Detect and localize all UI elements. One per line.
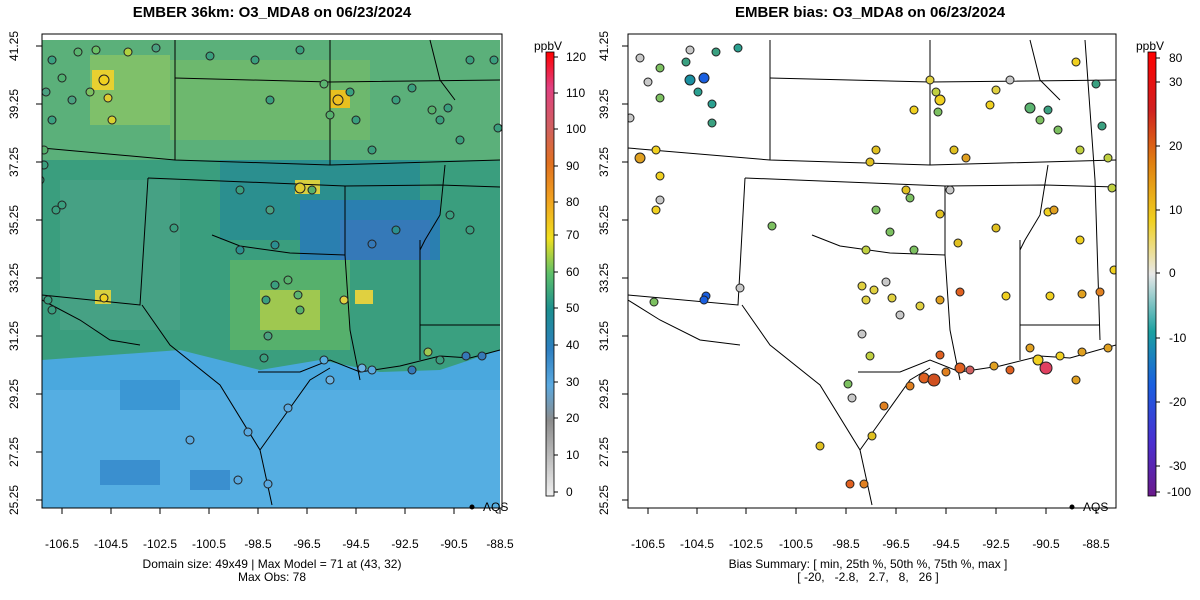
left-legend-aqs-marker xyxy=(469,504,475,510)
right-map-frame xyxy=(627,33,1117,509)
left-xtick: -88.5 xyxy=(486,537,514,551)
left-cb-tick: 100 xyxy=(566,122,586,136)
left-ytick: 27.25 xyxy=(7,437,21,467)
right-xtick: -102.5 xyxy=(729,537,763,551)
left-cb-unit: ppbV xyxy=(534,39,562,53)
left-aqs-sites xyxy=(42,43,502,489)
left-xtick: -100.5 xyxy=(192,537,226,551)
right-xtick: -88.5 xyxy=(1082,537,1110,551)
right-legend-aqs-marker xyxy=(1069,504,1075,510)
left-cb-tick: 50 xyxy=(566,301,580,315)
right-xtick: -104.5 xyxy=(680,537,714,551)
right-xtick: -96.5 xyxy=(882,537,910,551)
left-y-tick-labels: 41.25 39.25 37.25 35.25 33.25 31.25 29.2… xyxy=(7,31,21,515)
left-xtick: -96.5 xyxy=(293,537,321,551)
left-x-tick-labels: -106.5 -104.5 -102.5 -100.5 -98.5 -96.5 … xyxy=(45,537,514,551)
left-ytick: 35.25 xyxy=(7,205,21,235)
right-cb-tick: -10 xyxy=(1169,331,1187,345)
left-cb-tick: 120 xyxy=(566,50,586,64)
right-cb-tick: 80 xyxy=(1169,51,1183,65)
right-map-title: EMBER bias: O3_MDA8 on 06/23/2024 xyxy=(734,4,1006,21)
right-cb-tick: -30 xyxy=(1169,459,1187,473)
left-ytick: 29.25 xyxy=(7,379,21,409)
left-cb-tick: 0 xyxy=(566,485,573,499)
right-cb-unit: ppbV xyxy=(1136,39,1164,53)
right-ytick: 37.25 xyxy=(597,147,611,177)
left-ytick: 33.25 xyxy=(7,263,21,293)
left-cb-tick: 20 xyxy=(566,411,580,425)
right-footer: Bias Summary: [ min, 25th %, 50th %, 75t… xyxy=(658,558,1078,584)
left-axis-ticks xyxy=(36,45,501,514)
left-map-title: EMBER 36km: O3_MDA8 on 06/23/2024 xyxy=(132,4,412,21)
left-footer: Domain size: 49x49 | Max Model = 71 at (… xyxy=(62,558,482,584)
right-colorbar: -100 -30 -20 -10 0 10 20 30 80 ppbV xyxy=(1136,39,1191,499)
left-site-max xyxy=(98,74,110,86)
left-legend-aqs-label: AQS xyxy=(483,500,508,514)
left-footer-maxobs: Max Obs: 78 xyxy=(237,570,307,584)
right-footer-summary-values: [ -20, -2.8, 2.7, 8, 26 ] xyxy=(797,570,939,584)
right-cb-tick: -20 xyxy=(1169,395,1187,409)
left-map-body xyxy=(42,34,502,508)
left-cb-tick: 10 xyxy=(566,448,580,462)
right-cb-tick: 0 xyxy=(1169,266,1176,280)
right-map-body xyxy=(628,34,1116,508)
left-xtick: -98.5 xyxy=(244,537,272,551)
right-ytick: 41.25 xyxy=(597,31,611,61)
right-cb-tick: 20 xyxy=(1169,139,1183,153)
right-ytick: 35.25 xyxy=(597,205,611,235)
left-xtick: -92.5 xyxy=(391,537,419,551)
left-cb-tick: 40 xyxy=(566,338,580,352)
left-ytick: 37.25 xyxy=(7,147,21,177)
left-cb-tick: 110 xyxy=(566,86,585,100)
right-legend-aqs-label: AQS xyxy=(1083,500,1108,514)
left-xtick: -102.5 xyxy=(143,537,177,551)
left-colorbar: 0 10 20 30 40 50 60 70 80 90 100 110 120… xyxy=(534,39,586,499)
right-xtick: -100.5 xyxy=(779,537,813,551)
right-ytick: 39.25 xyxy=(597,89,611,119)
left-xtick: -90.5 xyxy=(440,537,468,551)
left-cb-tick: 60 xyxy=(566,265,580,279)
left-ytick: 39.25 xyxy=(7,89,21,119)
left-map-frame xyxy=(41,33,503,509)
left-xtick: -104.5 xyxy=(94,537,128,551)
right-xtick: -106.5 xyxy=(631,537,665,551)
right-footer-summary-label: Bias Summary: [ min, 25th %, 50th %, 75t… xyxy=(728,557,1008,571)
left-footer-domain: Domain size: 49x49 | Max Model = 71 at (… xyxy=(142,557,402,571)
right-x-tick-labels: -106.5 -104.5 -102.5 -100.5 -98.5 -96.5 … xyxy=(631,537,1110,551)
left-ytick: 41.25 xyxy=(7,31,21,61)
right-xtick: -94.5 xyxy=(932,537,960,551)
left-cb-tick: 90 xyxy=(566,159,580,173)
right-cb-tick: 30 xyxy=(1169,75,1183,89)
right-ytick: 31.25 xyxy=(597,321,611,351)
left-cb-tick: 70 xyxy=(566,228,580,242)
right-cb-tick: -100 xyxy=(1167,485,1191,499)
right-xtick: -90.5 xyxy=(1032,537,1060,551)
right-ytick: 27.25 xyxy=(597,437,611,467)
right-y-tick-labels: 41.25 39.25 37.25 35.25 33.25 31.25 29.2… xyxy=(597,31,611,515)
right-aqs-sites xyxy=(628,43,1116,489)
left-ytick: 25.25 xyxy=(7,485,21,515)
right-axis-ticks xyxy=(622,45,1097,514)
left-xtick: -94.5 xyxy=(342,537,370,551)
right-xtick: -92.5 xyxy=(982,537,1010,551)
left-xtick: -106.5 xyxy=(45,537,79,551)
right-cb-tick: 10 xyxy=(1169,203,1183,217)
left-ytick: 31.25 xyxy=(7,321,21,351)
right-ytick: 25.25 xyxy=(597,485,611,515)
right-ytick: 33.25 xyxy=(597,263,611,293)
right-xtick: -98.5 xyxy=(832,537,860,551)
right-ytick: 29.25 xyxy=(597,379,611,409)
left-cb-tick: 30 xyxy=(566,375,580,389)
left-cb-tick: 80 xyxy=(566,195,580,209)
